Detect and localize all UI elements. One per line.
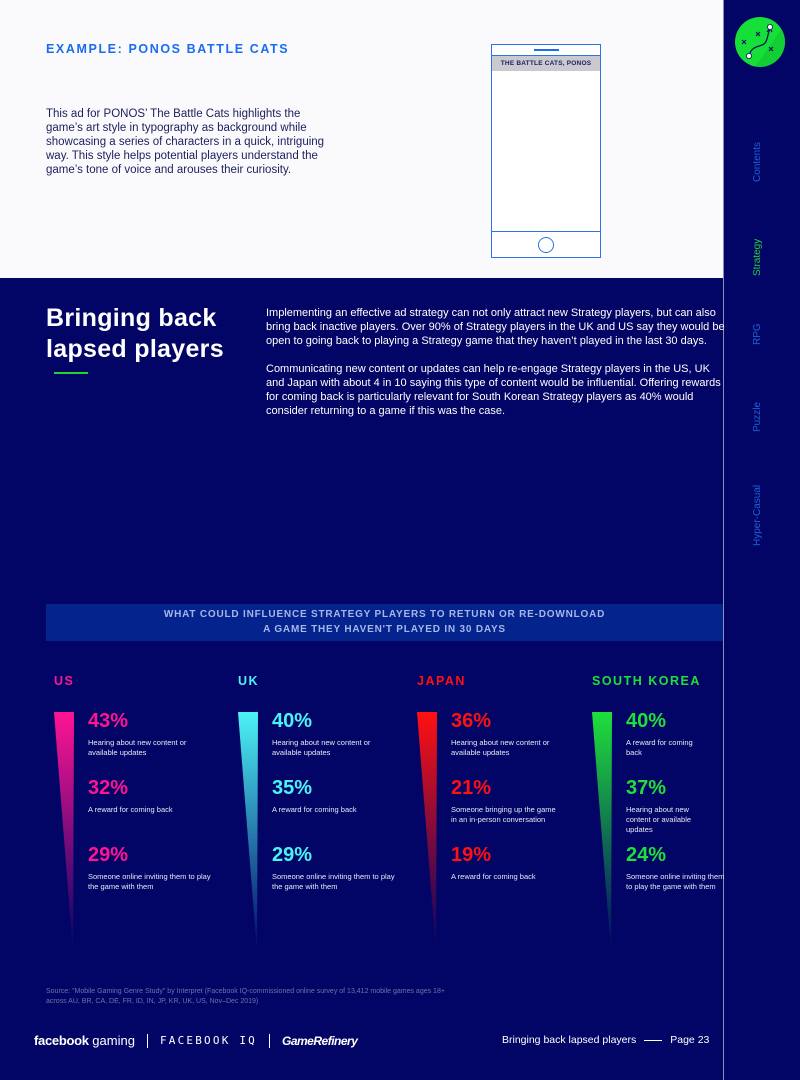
chart-title-banner: WHAT COULD INFLUENCE STRATEGY PLAYERS TO… [46, 604, 723, 641]
country-label: JAPAN [417, 674, 466, 688]
stat-label: A reward for coming back [88, 805, 173, 814]
intro-paragraph-2: Communicating new content or updates can… [266, 363, 721, 417]
nav-hyper-casual[interactable]: Hyper-Casual [752, 484, 763, 546]
facebook-iq-logo: FACEBOOK IQ [159, 1034, 257, 1047]
stat-item: 40% Hearing about new content or availab… [272, 710, 402, 758]
stat-value: 37% [626, 777, 667, 799]
nav-puzzle[interactable]: Puzzle [752, 401, 763, 432]
stat-value: 29% [272, 844, 313, 866]
nav-strategy[interactable]: Strategy [752, 238, 763, 276]
section-title: Bringing back lapsed players [46, 304, 224, 363]
stat-item: 19% A reward for coming back [451, 844, 541, 882]
stat-value: 32% [88, 777, 129, 799]
stat-label: Hearing about new content or available u… [272, 738, 371, 757]
phone-mockup: THE BATTLE CATS, PONOS [491, 44, 601, 258]
stat-value: 36% [451, 710, 492, 732]
country-label: SOUTH KOREA [592, 674, 701, 688]
stat-item: 43% Hearing about new content or availab… [88, 710, 218, 758]
title-underline [54, 372, 88, 374]
stat-item: 24% Someone online inviting them to play… [626, 844, 726, 892]
stat-value: 24% [626, 844, 667, 866]
stat-value: 40% [272, 710, 313, 732]
example-title: EXAMPLE: PONOS BATTLE CATS [46, 42, 290, 56]
nav-contents[interactable]: Contents [752, 141, 763, 182]
brand-divider [146, 1033, 148, 1048]
stat-label: Someone online inviting them to play the… [626, 872, 725, 891]
country-label: UK [238, 674, 260, 688]
stat-value: 21% [451, 777, 492, 799]
country-column-japan: JAPAN 36% Hearing about new content or a… [409, 674, 589, 954]
stat-value: 35% [272, 777, 313, 799]
chart-title-line-2: A GAME THEY HAVEN'T PLAYED IN 30 DAYS [263, 624, 506, 635]
stat-label: Someone online inviting them to play the… [272, 872, 395, 891]
stat-item: 32% A reward for coming back [88, 777, 218, 815]
example-panel: EXAMPLE: PONOS BATTLE CATS This ad for P… [0, 0, 723, 278]
stat-item: 29% Someone online inviting them to play… [88, 844, 218, 892]
page-footer: Bringing back lapsed players Page 23 [502, 1034, 709, 1046]
stat-label: Hearing about new content or available u… [451, 738, 550, 757]
stat-label: A reward for coming back [626, 738, 693, 757]
country-label: US [54, 674, 75, 688]
phone-home-button-icon [538, 237, 554, 253]
intro-text: Implementing an effective ad strategy ca… [266, 306, 728, 418]
source-note: Source: "Mobile Gaming Genre Study" by I… [46, 988, 445, 1005]
stat-label: Someone online inviting them to play the… [88, 872, 211, 891]
footer-brands: facebook gaming FACEBOOK IQ GameRefinery [34, 1033, 358, 1048]
stat-label: Hearing about new content or available u… [626, 805, 692, 834]
phone-top-bar [492, 45, 600, 56]
brand-divider [269, 1033, 270, 1048]
gamerefinery-logo: GameRefinery [282, 1033, 358, 1048]
stat-item: 40% A reward for coming back [626, 710, 706, 758]
intro-paragraph-1: Implementing an effective ad strategy ca… [266, 307, 725, 347]
stat-value: 40% [626, 710, 667, 732]
phone-caption: THE BATTLE CATS, PONOS [492, 56, 600, 71]
stat-label: A reward for coming back [451, 872, 536, 881]
nav-rpg[interactable]: RPG [752, 323, 763, 345]
page-number: Page 23 [670, 1034, 710, 1046]
sidebar [723, 0, 800, 1080]
phone-speaker-icon [534, 49, 559, 51]
country-column-uk: UK 40% Hearing about new content or avai… [230, 674, 410, 954]
footer-dash [644, 1039, 663, 1041]
stat-value: 43% [88, 710, 129, 732]
phone-bottom-bar [492, 231, 600, 257]
stat-item: 29% Someone online inviting them to play… [272, 844, 402, 892]
gradient-wedge-icon [54, 712, 74, 952]
facebook-gaming-logo: facebook gaming [34, 1033, 135, 1048]
stat-value: 19% [451, 844, 492, 866]
country-column-south-korea: SOUTH KOREA 40% A reward for coming back… [584, 674, 764, 954]
phone-screen [492, 71, 600, 231]
footer-section-label: Bringing back lapsed players [502, 1034, 637, 1046]
gradient-wedge-icon [238, 712, 258, 952]
gradient-wedge-icon [592, 712, 612, 952]
stat-item: 35% A reward for coming back [272, 777, 402, 815]
stat-label: Hearing about new content or available u… [88, 738, 187, 757]
stat-label: Someone bringing up the game in an in-pe… [451, 805, 556, 824]
chart-title-line-1: WHAT COULD INFLUENCE STRATEGY PLAYERS TO… [163, 609, 606, 620]
stat-item: 36% Hearing about new content or availab… [451, 710, 581, 758]
country-column-us: US 43% Hearing about new content or avai… [46, 674, 226, 954]
stat-value: 29% [88, 844, 129, 866]
gradient-wedge-icon [417, 712, 437, 952]
stat-item: 37% Hearing about new content or availab… [626, 777, 706, 835]
example-description: This ad for PONOS’ The Battle Cats highl… [46, 108, 325, 176]
stat-label: A reward for coming back [272, 805, 357, 814]
strategy-playbook-icon [735, 17, 785, 67]
stat-item: 21% Someone bringing up the game in an i… [451, 777, 561, 825]
